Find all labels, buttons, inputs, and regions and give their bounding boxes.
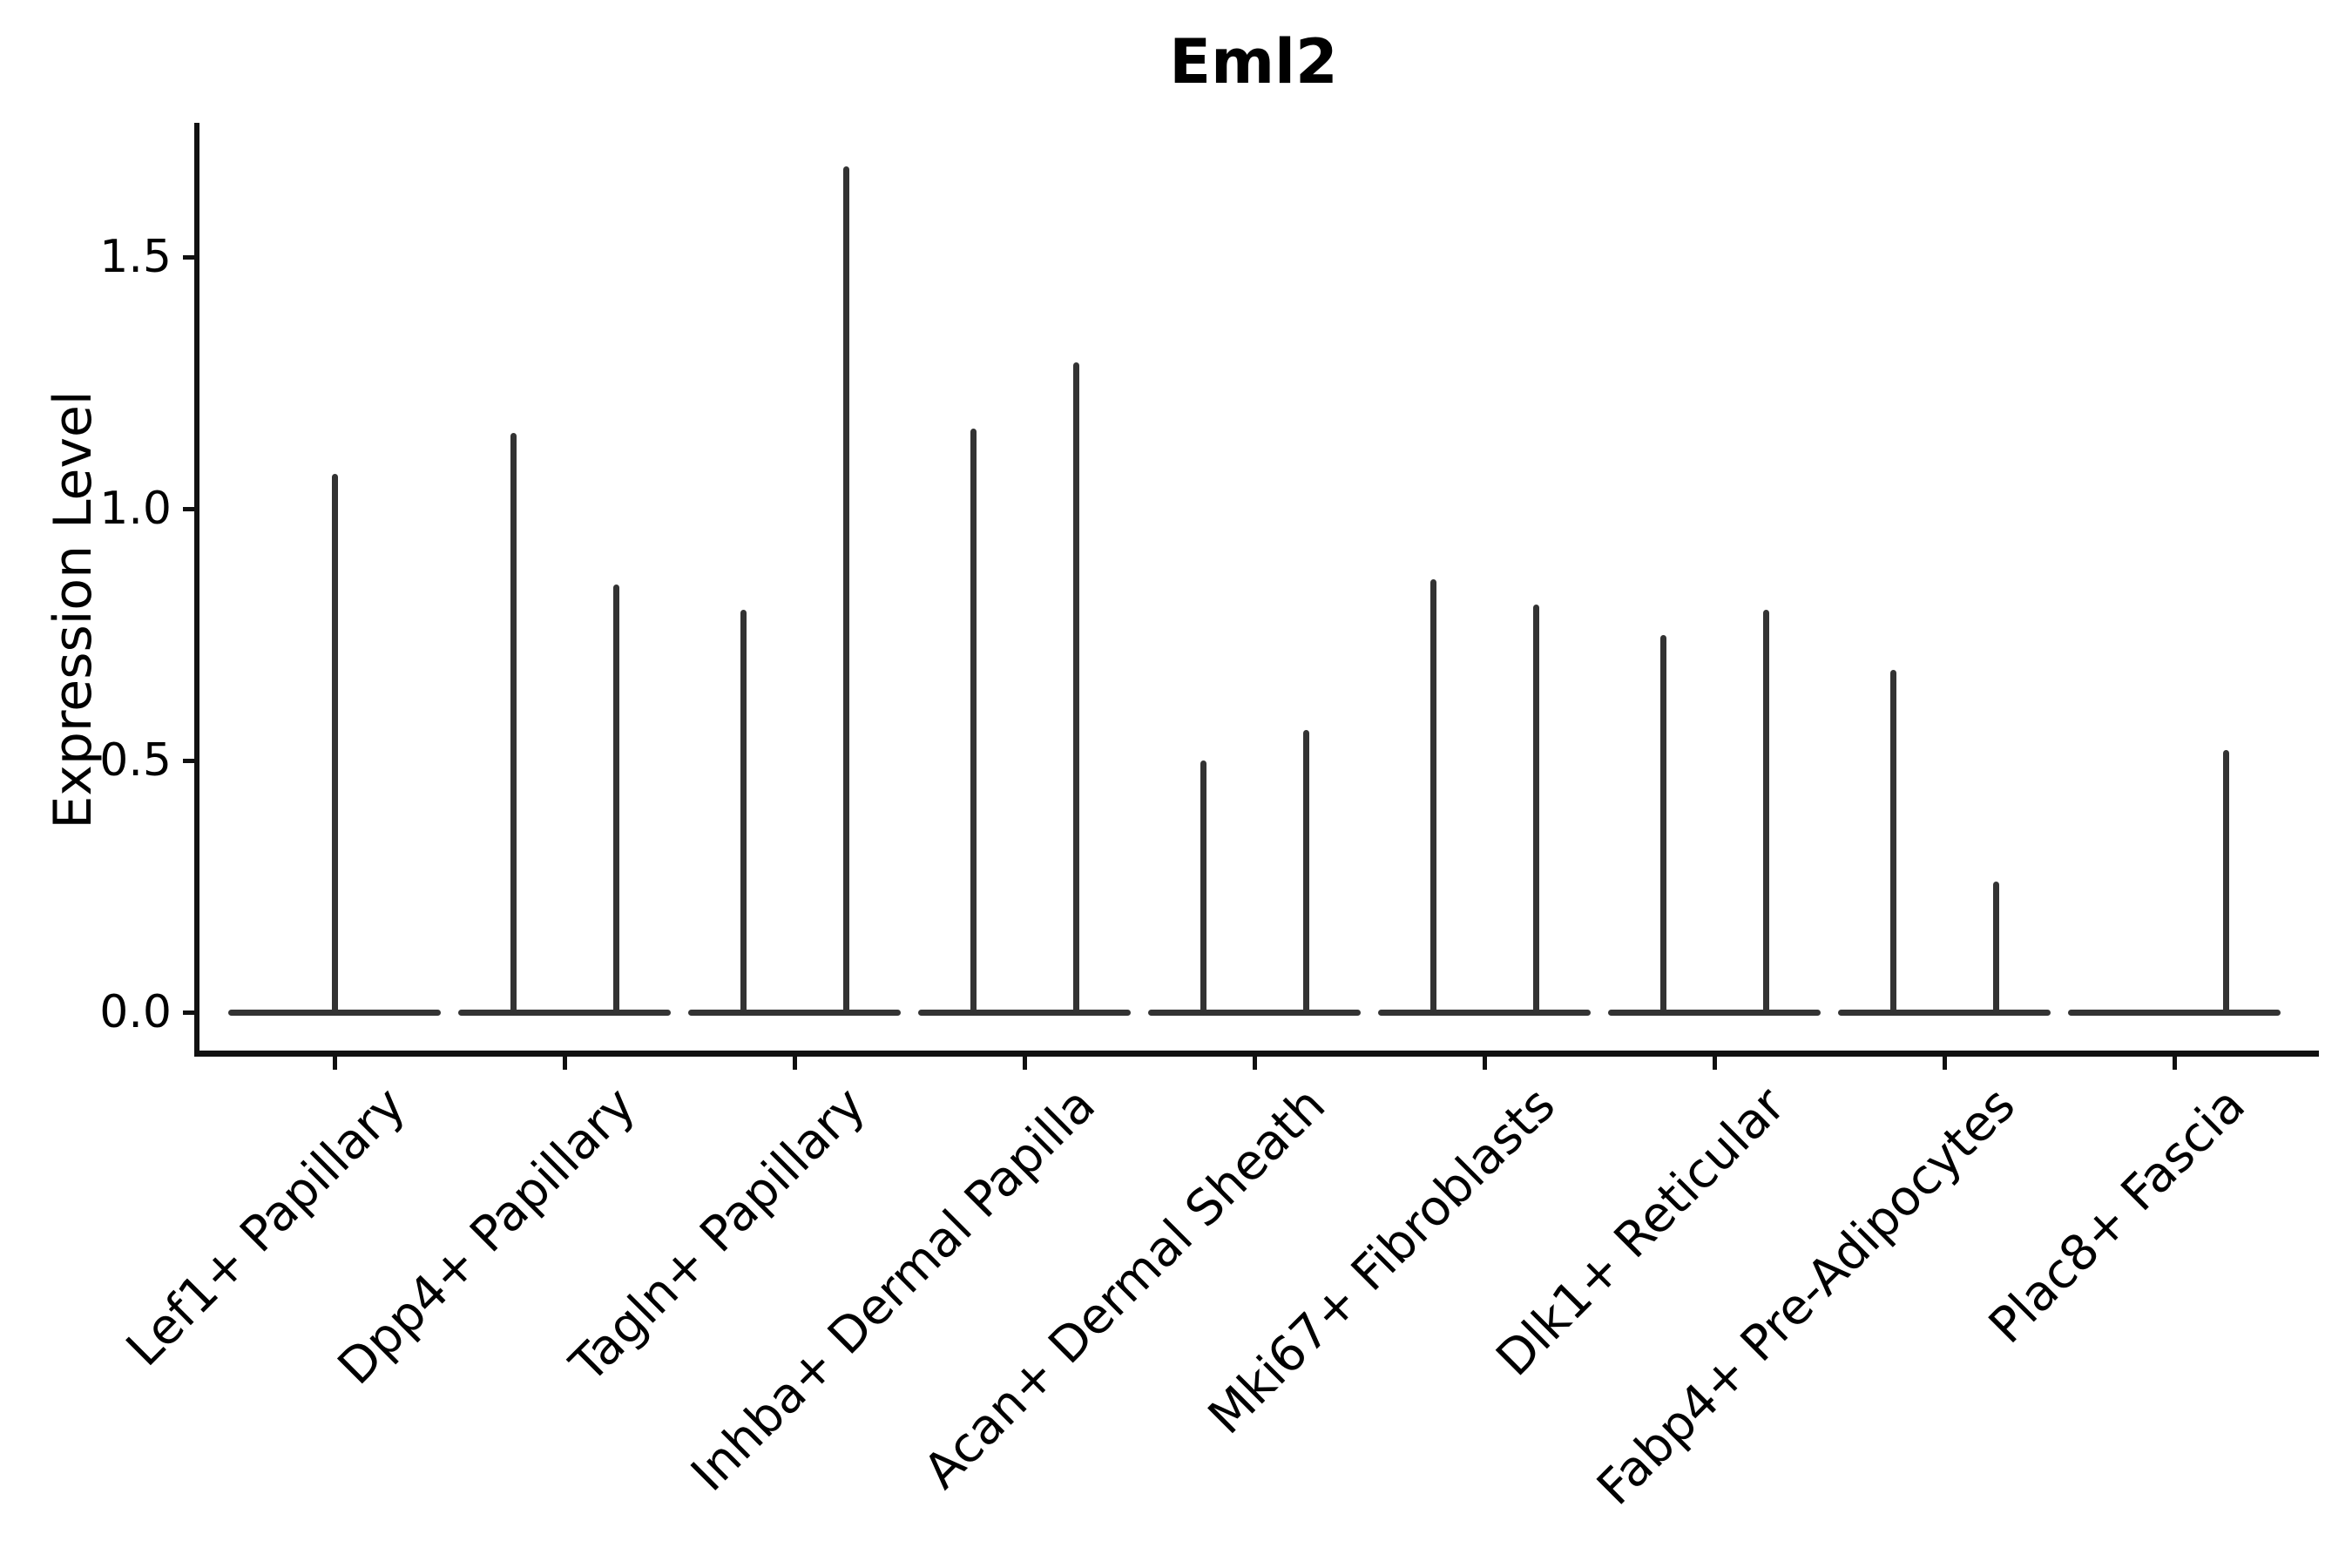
x-tick bbox=[1022, 1057, 1027, 1070]
violin-baseline bbox=[1608, 1009, 1821, 1016]
violin-spike bbox=[970, 428, 977, 1016]
violin-spike bbox=[842, 166, 849, 1016]
violin-baseline bbox=[688, 1009, 901, 1016]
violin-spike bbox=[331, 473, 338, 1016]
y-tick-label: 0.5 bbox=[99, 734, 172, 787]
violin-spike bbox=[510, 433, 517, 1016]
violin-baseline bbox=[2068, 1009, 2281, 1016]
violin-baseline bbox=[918, 1009, 1131, 1016]
violin-baseline bbox=[1148, 1009, 1361, 1016]
y-axis-spine bbox=[194, 123, 199, 1057]
x-tick bbox=[1712, 1057, 1717, 1070]
x-tick-label: Fabp4+ Pre-Adipocytes bbox=[1586, 1077, 2026, 1517]
violin-baseline bbox=[1378, 1009, 1591, 1016]
violin-spike bbox=[1302, 730, 1309, 1016]
violin-spike bbox=[1992, 881, 1999, 1016]
y-tick bbox=[183, 1010, 194, 1015]
y-tick bbox=[183, 758, 194, 763]
violin-baseline bbox=[458, 1009, 671, 1016]
x-tick-label: Inhba+ Dermal Papilla bbox=[680, 1077, 1106, 1503]
violin-spike bbox=[1429, 578, 1436, 1016]
violin-spike bbox=[1762, 609, 1769, 1016]
violin-spike bbox=[1072, 362, 1079, 1016]
x-tick bbox=[792, 1057, 797, 1070]
violin-baseline bbox=[1838, 1009, 2051, 1016]
x-tick bbox=[2172, 1057, 2177, 1070]
y-tick bbox=[183, 254, 194, 260]
violin-spike bbox=[2222, 750, 2229, 1016]
plot-title: Eml2 bbox=[1169, 26, 1338, 98]
violin-spike bbox=[612, 584, 619, 1016]
violin-spike bbox=[1889, 669, 1896, 1016]
y-tick-label: 1.0 bbox=[99, 483, 172, 535]
y-tick bbox=[183, 506, 194, 511]
x-tick bbox=[562, 1057, 567, 1070]
x-tick-label: Acan+ Dermal Sheath bbox=[913, 1077, 1336, 1500]
violin-spike bbox=[1200, 760, 1206, 1016]
x-axis-spine bbox=[194, 1051, 2319, 1057]
y-tick-label: 1.5 bbox=[99, 231, 172, 283]
x-tick bbox=[1482, 1057, 1487, 1070]
x-tick bbox=[1252, 1057, 1257, 1070]
x-tick bbox=[332, 1057, 337, 1070]
y-axis-label: Expression Level bbox=[43, 390, 104, 829]
x-tick bbox=[1942, 1057, 1947, 1070]
y-tick-label: 0.0 bbox=[99, 986, 172, 1038]
violin-spike bbox=[740, 609, 747, 1016]
violin-spike bbox=[1659, 634, 1666, 1016]
violin-spike bbox=[1532, 604, 1539, 1016]
